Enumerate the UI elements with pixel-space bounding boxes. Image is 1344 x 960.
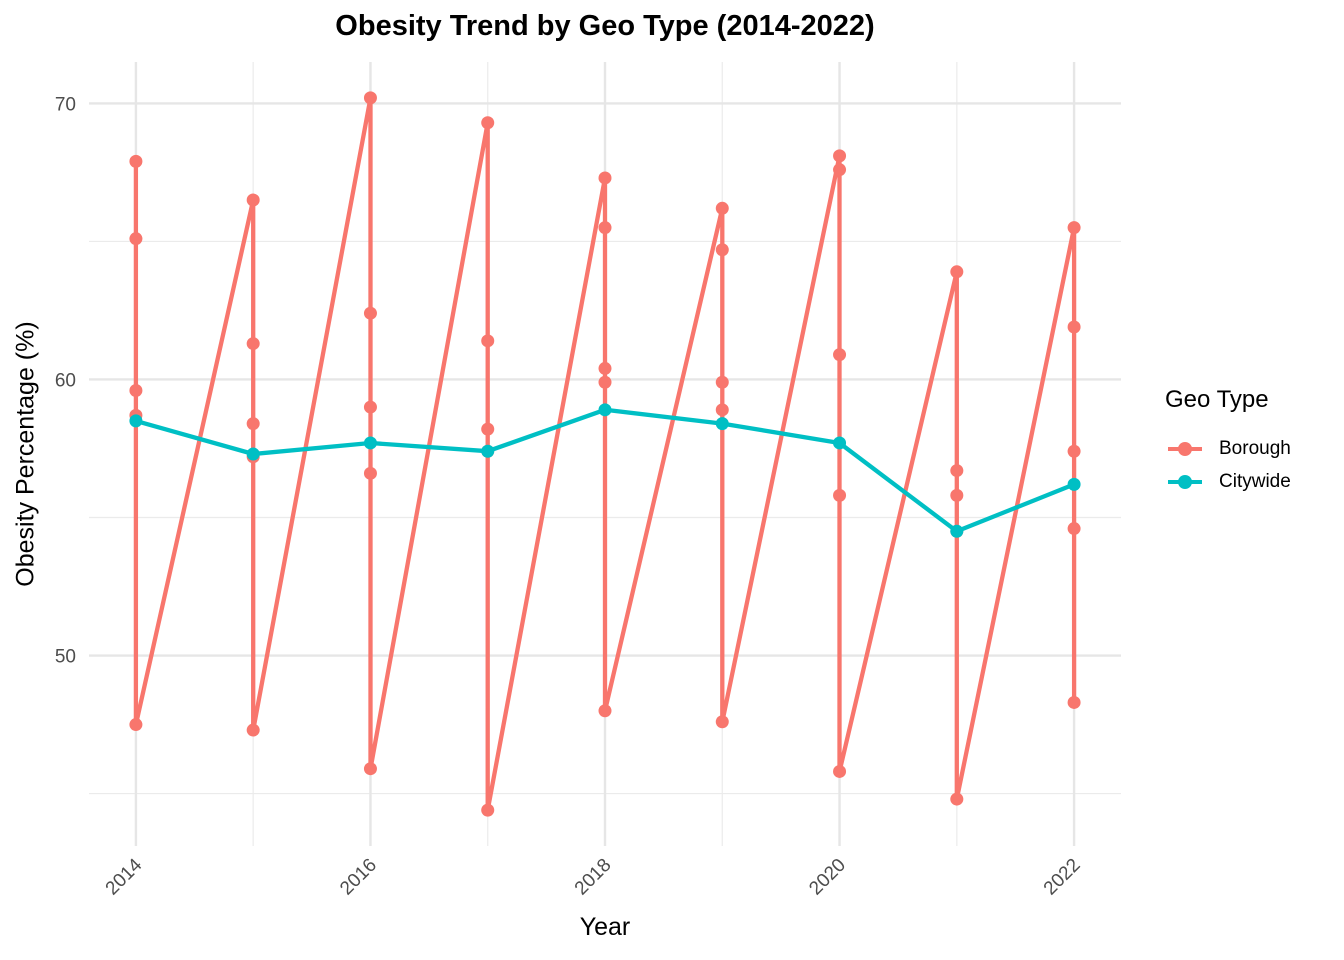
- legend-label-borough: Borough: [1219, 437, 1291, 459]
- x-tick-label: 2016: [336, 855, 381, 900]
- legend-key-borough: [1165, 441, 1205, 457]
- data-point: [363, 762, 377, 776]
- data-point: [363, 306, 377, 320]
- data-point: [598, 171, 612, 185]
- tick-label-layer: 50 60 70 2014 2016 2018 2020 2022: [55, 94, 1085, 899]
- series-citywide: [129, 403, 1081, 538]
- x-tick-label: 2018: [571, 855, 616, 900]
- data-point: [481, 422, 495, 436]
- data-point: [715, 375, 729, 389]
- x-axis-title: Year: [579, 913, 631, 941]
- legend-swatch-dot: [1178, 474, 1192, 489]
- data-point: [715, 403, 729, 417]
- data-point: [833, 488, 847, 502]
- data-point: [246, 417, 260, 431]
- y-axis-title: Obesity Percentage (%): [11, 321, 40, 587]
- data-point: [833, 348, 847, 362]
- data-point: [246, 447, 260, 461]
- series-layer: [129, 91, 1081, 817]
- data-point: [833, 436, 847, 450]
- legend-key-citywide: [1165, 474, 1205, 490]
- data-point: [833, 163, 847, 177]
- legend-item-citywide: Citywide: [1165, 465, 1340, 498]
- y-tick-label: 50: [55, 647, 76, 668]
- data-point: [598, 403, 612, 417]
- data-point: [129, 232, 143, 246]
- data-point: [598, 375, 612, 389]
- data-point: [715, 715, 729, 729]
- data-point: [129, 718, 143, 732]
- legend-swatch-dot: [1178, 441, 1192, 456]
- data-point: [246, 193, 260, 207]
- data-point: [129, 384, 143, 398]
- data-point: [833, 764, 847, 778]
- legend-title: Geo Type: [1165, 386, 1269, 413]
- data-point: [363, 436, 377, 450]
- data-point: [481, 803, 495, 817]
- data-point: [481, 334, 495, 348]
- data-point: [129, 414, 143, 428]
- data-point: [1067, 477, 1081, 491]
- legend-label-citywide: Citywide: [1219, 470, 1291, 492]
- data-point: [598, 361, 612, 375]
- data-point: [1067, 522, 1081, 536]
- data-point: [1067, 695, 1081, 709]
- data-point: [1067, 444, 1081, 458]
- data-point: [598, 704, 612, 718]
- data-point: [950, 488, 964, 502]
- data-point: [1067, 320, 1081, 334]
- data-point: [246, 337, 260, 351]
- x-tick-label: 2022: [1040, 855, 1085, 900]
- legend-item-borough: Borough: [1165, 432, 1340, 465]
- data-point: [481, 444, 495, 458]
- data-point: [715, 201, 729, 215]
- data-point: [598, 221, 612, 235]
- data-point: [950, 524, 964, 538]
- x-tick-label: 2020: [805, 855, 850, 900]
- data-point: [950, 464, 964, 478]
- data-point: [246, 723, 260, 737]
- x-tick-label: 2014: [102, 854, 147, 899]
- data-point: [363, 400, 377, 414]
- chart-title: Obesity Trend by Geo Type (2014-2022): [335, 10, 875, 42]
- data-point: [363, 466, 377, 480]
- data-point: [950, 792, 964, 806]
- data-point: [715, 243, 729, 257]
- data-point: [129, 154, 143, 168]
- data-point: [1067, 221, 1081, 235]
- y-tick-label: 70: [55, 94, 76, 115]
- data-point: [715, 417, 729, 431]
- data-point: [833, 149, 847, 163]
- series-line-borough: [133, 95, 1077, 813]
- y-tick-label: 60: [55, 370, 76, 391]
- legend: Geo Type Borough Citywide: [1165, 386, 1340, 498]
- data-point: [950, 265, 964, 279]
- data-point: [363, 91, 377, 105]
- data-point: [481, 116, 495, 130]
